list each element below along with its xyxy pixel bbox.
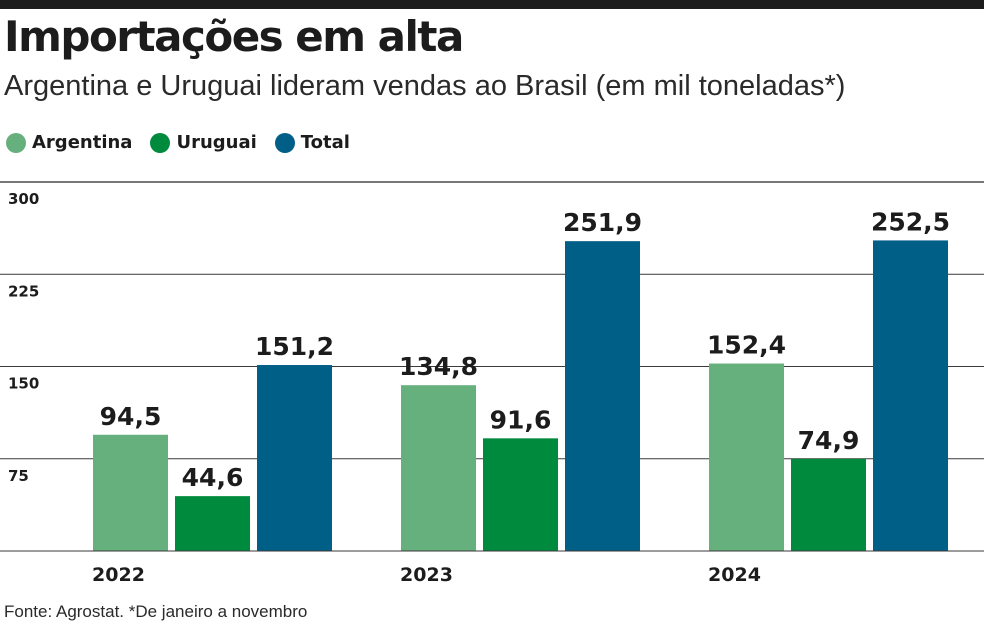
top-rule [0, 0, 984, 9]
legend-label-total: Total [300, 132, 350, 153]
data-label-uruguai-2024: 74,9 [798, 426, 860, 455]
legend-swatch-total [274, 132, 295, 153]
x-category-label-2024: 2024 [708, 564, 761, 586]
bar-chart: 75 150 225 300 94,5 44,6 151,2 2022 134,8 91,6 251… [0, 181, 984, 586]
bar-total-2022 [257, 365, 332, 551]
bar-uruguai-2022 [175, 496, 250, 551]
data-label-uruguai-2022: 44,6 [182, 463, 244, 492]
chart-subtitle: Argentina e Uruguai lideram vendas ao Br… [4, 70, 846, 102]
bar-total-2024 [873, 240, 948, 552]
legend-swatch-uruguai [150, 132, 171, 153]
y-tick-label-300: 300 [8, 190, 39, 208]
x-category-label-2023: 2023 [400, 564, 453, 586]
legend-label-argentina: Argentina [32, 132, 133, 153]
data-label-total-2023: 251,9 [563, 208, 642, 237]
bar-total-2023 [565, 241, 640, 551]
bar-uruguai-2023 [483, 438, 558, 551]
data-label-total-2024: 252,5 [871, 207, 950, 236]
legend-item-uruguai: Uruguai [150, 132, 257, 153]
legend-item-total: Total [274, 132, 350, 153]
legend-swatch-argentina [6, 132, 26, 153]
data-label-uruguai-2023: 91,6 [490, 405, 552, 434]
legend: Argentina Uruguai Total [6, 132, 368, 153]
data-label-total-2022: 151,2 [255, 332, 334, 361]
data-label-argentina-2024: 152,4 [707, 331, 786, 360]
y-tick-label-150: 150 [8, 375, 39, 393]
bar-argentina-2022 [93, 434, 168, 551]
y-tick-label-75: 75 [8, 467, 29, 485]
bar-argentina-2023 [401, 385, 476, 551]
legend-item-argentina: Argentina [6, 132, 132, 153]
x-category-label-2022: 2022 [92, 564, 145, 586]
legend-label-uruguai: Uruguai [176, 132, 257, 153]
bar-uruguai-2024 [791, 458, 866, 551]
bar-argentina-2024 [709, 363, 784, 551]
y-tick-label-225: 225 [8, 282, 39, 300]
data-label-argentina-2022: 94,5 [100, 402, 162, 431]
chart-title: Importações em alta [4, 12, 464, 61]
data-label-argentina-2023: 134,8 [399, 352, 478, 381]
source-note: Fonte: Agrostat. *De janeiro a novembro [4, 602, 308, 621]
